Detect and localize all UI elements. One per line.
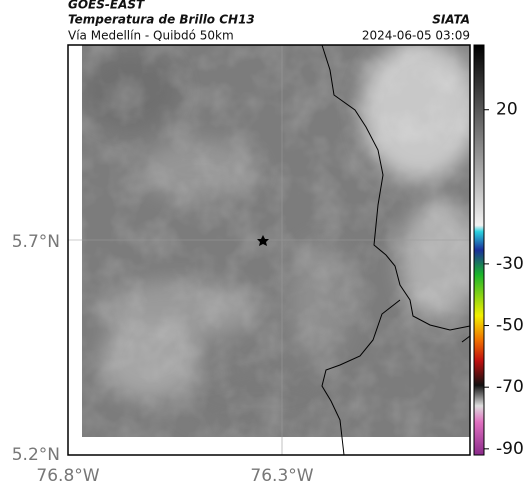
- colorbar-tick-label: 20: [496, 100, 518, 120]
- lon-label: 76.8°W: [36, 466, 99, 486]
- subtitle: Vía Medellín - Quibdó 50km: [68, 29, 234, 43]
- map-frame: [67, 44, 471, 456]
- colorbar-tick-label: -90: [496, 439, 524, 459]
- datetime: 2024-06-05 03:09: [362, 29, 470, 43]
- satellite-image: [82, 45, 470, 437]
- colorbar: [473, 44, 485, 456]
- lon-label: 76.3°W: [250, 466, 313, 486]
- colorbar-ticks: 20 -30 -50 -70 -90: [484, 100, 524, 459]
- satellite: GOES-EAST: [68, 0, 145, 12]
- borders: [321, 44, 471, 456]
- lat-label: 5.7°N: [12, 232, 60, 252]
- colorbar-tick-label: -70: [496, 377, 524, 397]
- colorbar-tick-label: -50: [496, 316, 524, 336]
- lat-label: 5.2°N: [12, 445, 60, 465]
- colorbar-tick-label: -30: [496, 254, 524, 274]
- title: Temperatura de Brillo CH13: [68, 13, 255, 27]
- source: SIATA: [432, 13, 470, 27]
- location-marker: [257, 235, 269, 246]
